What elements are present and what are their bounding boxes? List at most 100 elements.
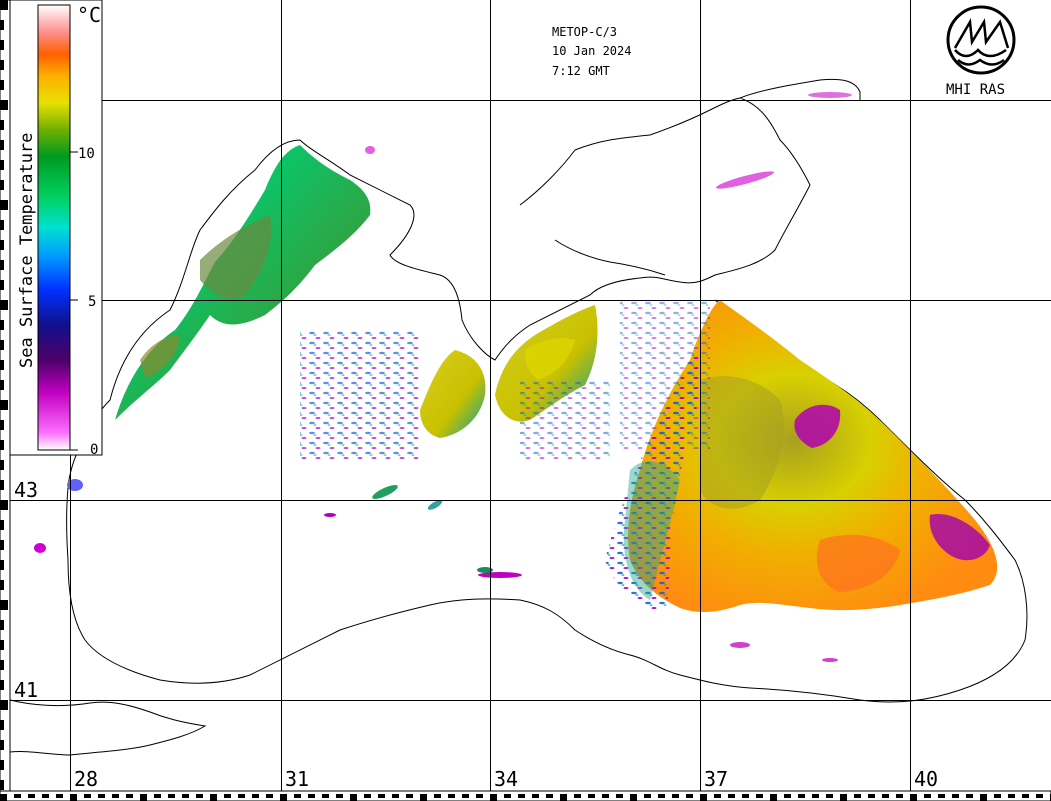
ruler-tick <box>0 720 4 730</box>
image-date: 10 Jan 2024 <box>552 44 631 58</box>
ruler-tick <box>532 794 539 798</box>
ruler-tick <box>0 100 8 110</box>
ruler-tick <box>0 794 7 801</box>
ruler-tick <box>0 360 4 370</box>
ruler-tick <box>0 260 4 270</box>
ruler-tick <box>140 794 147 801</box>
ruler-tick <box>0 460 4 470</box>
ruler-tick <box>840 794 847 801</box>
ruler-tick <box>770 794 777 801</box>
ruler-tick <box>1022 794 1029 798</box>
ruler-tick <box>98 794 105 798</box>
ruler-tick <box>0 60 4 70</box>
ruler-tick <box>854 794 861 798</box>
ruler-tick <box>0 480 4 490</box>
legend-tick-10: 10 <box>78 146 95 162</box>
ruler-tick <box>812 794 819 798</box>
ruler-tick <box>462 794 469 798</box>
ruler-tick <box>616 794 623 798</box>
legend-tick-0: 0 <box>90 442 98 458</box>
ruler-tick <box>756 794 763 798</box>
legend-title: Sea Surface Temperature <box>17 133 37 368</box>
ruler-tick <box>70 794 77 801</box>
ruler-tick <box>924 794 931 798</box>
ruler-tick <box>0 160 4 170</box>
ruler-tick <box>224 794 231 798</box>
ruler-tick <box>546 794 553 798</box>
ruler-tick <box>210 794 217 801</box>
ruler-tick <box>0 580 4 590</box>
mhi-ras-logo: MHI RAS <box>946 5 1016 98</box>
ruler-tick <box>1036 794 1043 798</box>
ruler-tick <box>126 794 133 798</box>
ruler-tick <box>238 794 245 798</box>
ruler-tick <box>0 640 4 650</box>
ruler-tick <box>882 794 889 798</box>
ruler-tick <box>0 540 4 550</box>
ruler-tick <box>14 794 21 798</box>
ruler-tick <box>280 794 287 801</box>
ruler-tick <box>28 794 35 798</box>
lon-label-37: 37 <box>704 767 728 791</box>
grid <box>10 0 1051 801</box>
ruler-tick <box>0 400 8 410</box>
ruler-tick <box>0 380 4 390</box>
legend-unit: °C <box>77 3 101 27</box>
ruler-tick <box>0 520 4 530</box>
lon-label-40: 40 <box>914 767 938 791</box>
ruler-tick <box>294 794 301 798</box>
ruler-tick <box>0 80 4 90</box>
ruler-tick <box>644 794 651 798</box>
ruler-tick <box>0 320 4 330</box>
ruler-tick <box>0 680 4 690</box>
ruler-tick <box>0 220 4 230</box>
ruler-tick <box>434 794 441 798</box>
ruler-tick <box>980 794 987 801</box>
ruler-tick <box>504 794 511 798</box>
ruler-tick <box>84 794 91 798</box>
ruler-tick <box>728 794 735 798</box>
ruler-tick <box>476 794 483 798</box>
coastline <box>9 78 1028 756</box>
ruler-tick <box>0 180 4 190</box>
ruler-tick <box>560 794 567 801</box>
ruler-tick <box>0 40 4 50</box>
satellite-name: METOP-C/3 <box>552 25 617 39</box>
ruler-tick <box>966 794 973 798</box>
ruler-tick <box>0 440 4 450</box>
axis-labels: 28 31 34 37 40 43 41 <box>14 478 938 791</box>
lat-label-41: 41 <box>14 678 38 702</box>
ruler-tick <box>0 140 4 150</box>
color-legend: Sea Surface Temperature °C 0 5 10 <box>9 0 103 458</box>
legend-tick-5: 5 <box>88 294 96 310</box>
ruler-tick <box>1008 794 1015 798</box>
ruler-tick <box>714 794 721 798</box>
lon-label-34: 34 <box>494 767 518 791</box>
ruler-tick <box>322 794 329 798</box>
ruler-tick <box>0 280 4 290</box>
ruler-tick <box>448 794 455 798</box>
ruler-tick <box>588 794 595 798</box>
ruler-tick <box>490 794 497 801</box>
ruler-tick <box>0 600 8 610</box>
ruler-tick <box>350 794 357 801</box>
ruler-tick <box>0 620 4 630</box>
ruler-tick <box>266 794 273 798</box>
ruler-tick <box>0 300 8 310</box>
ruler-tick <box>182 794 189 798</box>
ruler-tick <box>658 794 665 798</box>
ruler-tick <box>196 794 203 798</box>
ruler-tick <box>252 794 259 798</box>
ruler-tick <box>0 200 8 210</box>
ruler-tick <box>938 794 945 798</box>
ruler-tick <box>574 794 581 798</box>
ruler-tick <box>742 794 749 798</box>
ruler-tick <box>392 794 399 798</box>
ruler-tick <box>0 660 4 670</box>
ruler-tick <box>168 794 175 798</box>
lon-label-28: 28 <box>74 767 98 791</box>
ruler-tick <box>0 740 4 750</box>
sst-field <box>34 92 998 662</box>
